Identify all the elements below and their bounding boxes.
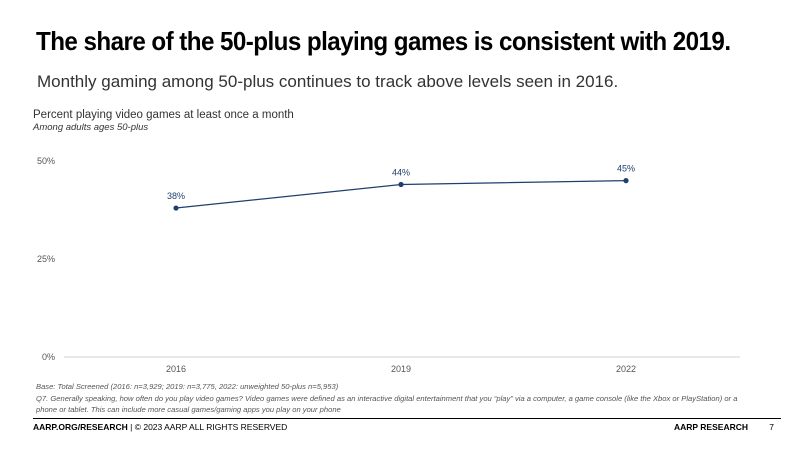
footer-divider: [33, 418, 781, 419]
chart-subtitle: Among adults ages 50-plus: [33, 122, 149, 133]
footer-brand: AARP RESEARCH: [674, 422, 748, 432]
slide-title: The share of the 50-plus playing games i…: [36, 26, 731, 56]
y-tick-label: 0%: [42, 352, 55, 362]
data-label: 38%: [167, 191, 185, 201]
data-point: [623, 178, 629, 184]
x-tick-label: 2019: [391, 364, 411, 374]
data-label: 44%: [392, 168, 410, 178]
page-number: 7: [769, 422, 774, 432]
chart-title: Percent playing video games at least onc…: [33, 109, 294, 121]
y-tick-label: 25%: [37, 254, 55, 264]
base-note: Base: Total Screened (2016: n=3,929; 201…: [36, 382, 339, 391]
x-tick-label: 2016: [166, 364, 186, 374]
footer-copyright: | © 2023 AARP ALL RIGHTS RESERVED: [127, 422, 288, 432]
data-point: [398, 181, 404, 188]
data-point: [173, 205, 179, 211]
slide-subtitle: Monthly gaming among 50-plus continues t…: [37, 72, 619, 91]
footer-site-link[interactable]: AARP.ORG/RESEARCH: [33, 422, 128, 432]
y-tick-label: 50%: [37, 156, 55, 166]
footer-credit: AARP.ORG/RESEARCH | © 2023 AARP ALL RIGH…: [33, 422, 287, 432]
x-tick-label: 2022: [616, 364, 636, 374]
question-note: Q7. Generally speaking, how often do you…: [36, 394, 738, 414]
data-label: 45%: [617, 164, 635, 174]
